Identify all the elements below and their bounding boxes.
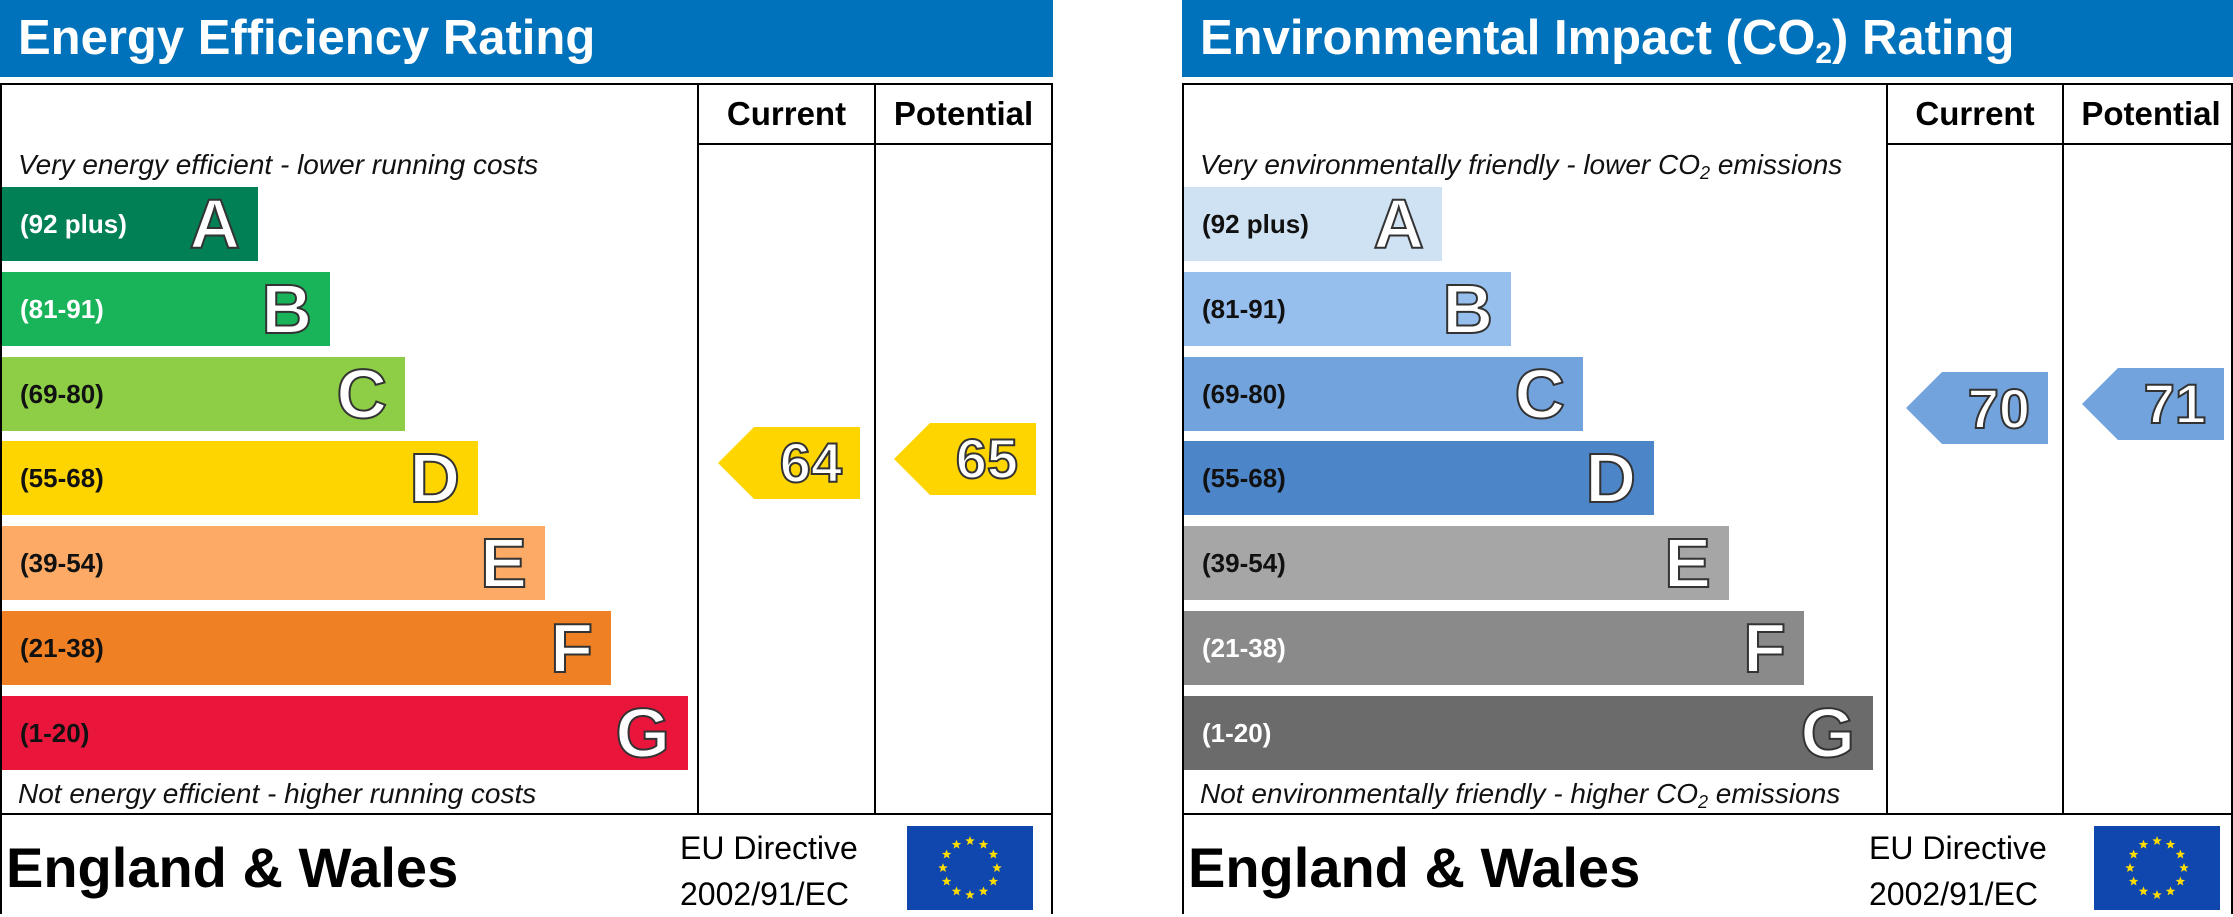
note-pre: Very environmentally friendly - lower CO <box>1200 149 1701 180</box>
rating-frame: Current Potential Very energy efficient … <box>0 83 1053 914</box>
footer-region: England & Wales <box>1188 836 1641 899</box>
band-letter: E <box>479 524 528 603</box>
band-letter: E <box>1663 524 1712 603</box>
potential-rating-arrow: 65 <box>894 422 1036 495</box>
band-letter: C <box>1513 354 1566 433</box>
column-header-current: Current <box>726 95 847 132</box>
arrow-shape <box>2082 367 2224 440</box>
band-range-label: (92 plus) <box>20 209 127 239</box>
header-divider <box>1886 143 2231 145</box>
title-pre: Environmental Impact (CO <box>1200 11 1816 65</box>
band-letter: B <box>1441 269 1494 348</box>
band-g: (1-20) G <box>2 693 688 772</box>
band-range-label: (21-38) <box>1202 633 1286 663</box>
energy-efficiency-panel: Energy Efficiency Rating Current Potenti… <box>0 0 1053 914</box>
band-range-label: (55-68) <box>1202 463 1286 494</box>
directive-line1: EU Directive <box>1869 830 2047 866</box>
column-header-potential: Potential <box>2081 95 2221 132</box>
band-letter: A <box>188 185 241 263</box>
band-letter: B <box>260 269 313 348</box>
title-sub: 2 <box>1815 37 1833 70</box>
arrow-shape <box>1906 372 2048 445</box>
band-range-label: (92 plus) <box>1202 209 1309 239</box>
band-range-label: (1-20) <box>1202 717 1272 748</box>
top-note: Very energy efficient - lower running co… <box>18 149 539 180</box>
column-header-current: Current <box>1915 95 2035 132</box>
band-a: (92 plus) A <box>2 185 258 263</box>
column-divider <box>1886 85 1888 815</box>
note-post: emissions <box>1708 778 1841 809</box>
band-d: (55-68) D <box>1184 439 1654 518</box>
band-letter: D <box>408 439 461 518</box>
column-divider <box>697 85 699 815</box>
band-b: (81-91) B <box>1184 269 1511 348</box>
band-c: (69-80) C <box>2 354 405 433</box>
footer-region: England & Wales <box>6 836 459 899</box>
band-e: (39-54) E <box>1184 524 1729 603</box>
note-pre: Not environmentally friendly - higher CO <box>1200 778 1698 809</box>
band-b: (81-91) B <box>2 269 330 348</box>
band-f: (21-38) F <box>1184 609 1804 687</box>
column-divider <box>2062 85 2064 815</box>
potential-rating-arrow: 71 <box>2082 367 2224 440</box>
band-range-label: (69-80) <box>20 378 104 409</box>
directive-line2: 2002/91/EC <box>1869 876 2039 912</box>
rating-frame: Current Potential Very environmentally f… <box>1182 83 2233 914</box>
band-range-label: (81-91) <box>20 293 104 324</box>
bottom-note: Not environmentally friendly - higher CO… <box>1200 778 1841 812</box>
band-range-label: (69-80) <box>1202 378 1286 409</box>
current-rating-arrow: 64 <box>718 426 860 499</box>
band-letter: D <box>1584 439 1637 518</box>
column-header-potential: Potential <box>893 95 1034 132</box>
band-range-label: (55-68) <box>20 463 104 494</box>
footer-directive: EU Directive 2002/91/EC <box>680 825 858 917</box>
band-e: (39-54) E <box>2 524 545 603</box>
arrow-shape <box>718 426 860 499</box>
band-a: (92 plus) A <box>1184 185 1442 263</box>
band-c: (69-80) C <box>1184 354 1583 433</box>
bottom-note: Not energy efficient - higher running co… <box>18 778 537 809</box>
footer-divider <box>2 813 1051 815</box>
current-rating-arrow: 70 <box>1906 372 2048 445</box>
band-letter: G <box>1800 693 1856 772</box>
top-note: Very environmentally friendly - lower CO… <box>1200 149 1843 183</box>
potential-rating-value: 65 <box>955 426 1019 491</box>
eu-flag-icon <box>907 826 1033 910</box>
column-divider <box>874 85 876 815</box>
band-range-label: (39-54) <box>1202 548 1286 579</box>
band-letter: F <box>1742 609 1787 687</box>
band-range-label: (1-20) <box>20 717 90 748</box>
note-post: emissions <box>1710 149 1843 180</box>
environmental-impact-panel: Environmental Impact (CO2) Rating Curren… <box>1182 0 2233 914</box>
band-letter: A <box>1372 185 1425 263</box>
note-sub: 2 <box>1697 792 1708 812</box>
band-letter: G <box>615 693 671 772</box>
potential-rating-value: 71 <box>2143 371 2207 436</box>
chart-title: Energy Efficiency Rating <box>0 0 1053 77</box>
current-rating-value: 64 <box>779 430 843 495</box>
arrow-shape <box>894 422 1036 495</box>
note-sub: 2 <box>1700 163 1711 183</box>
band-f: (21-38) F <box>2 609 611 687</box>
current-rating-value: 70 <box>1967 376 2031 441</box>
directive-line2: 2002/91/EC <box>680 876 850 912</box>
band-range-label: (39-54) <box>20 548 104 579</box>
title-post: ) Rating <box>1832 11 2015 65</box>
band-range-label: (21-38) <box>20 633 104 663</box>
footer-directive: EU Directive 2002/91/EC <box>1869 825 2047 917</box>
chart-title: Environmental Impact (CO2) Rating <box>1182 0 2233 77</box>
band-letter: C <box>335 354 388 433</box>
header-divider <box>697 143 1051 145</box>
band-g: (1-20) G <box>1184 693 1873 772</box>
band-d: (55-68) D <box>2 439 478 518</box>
band-range-label: (81-91) <box>1202 293 1286 324</box>
directive-line1: EU Directive <box>680 830 858 866</box>
eu-flag-icon <box>2094 826 2220 910</box>
footer-divider <box>1184 813 2231 815</box>
band-letter: F <box>549 609 594 687</box>
